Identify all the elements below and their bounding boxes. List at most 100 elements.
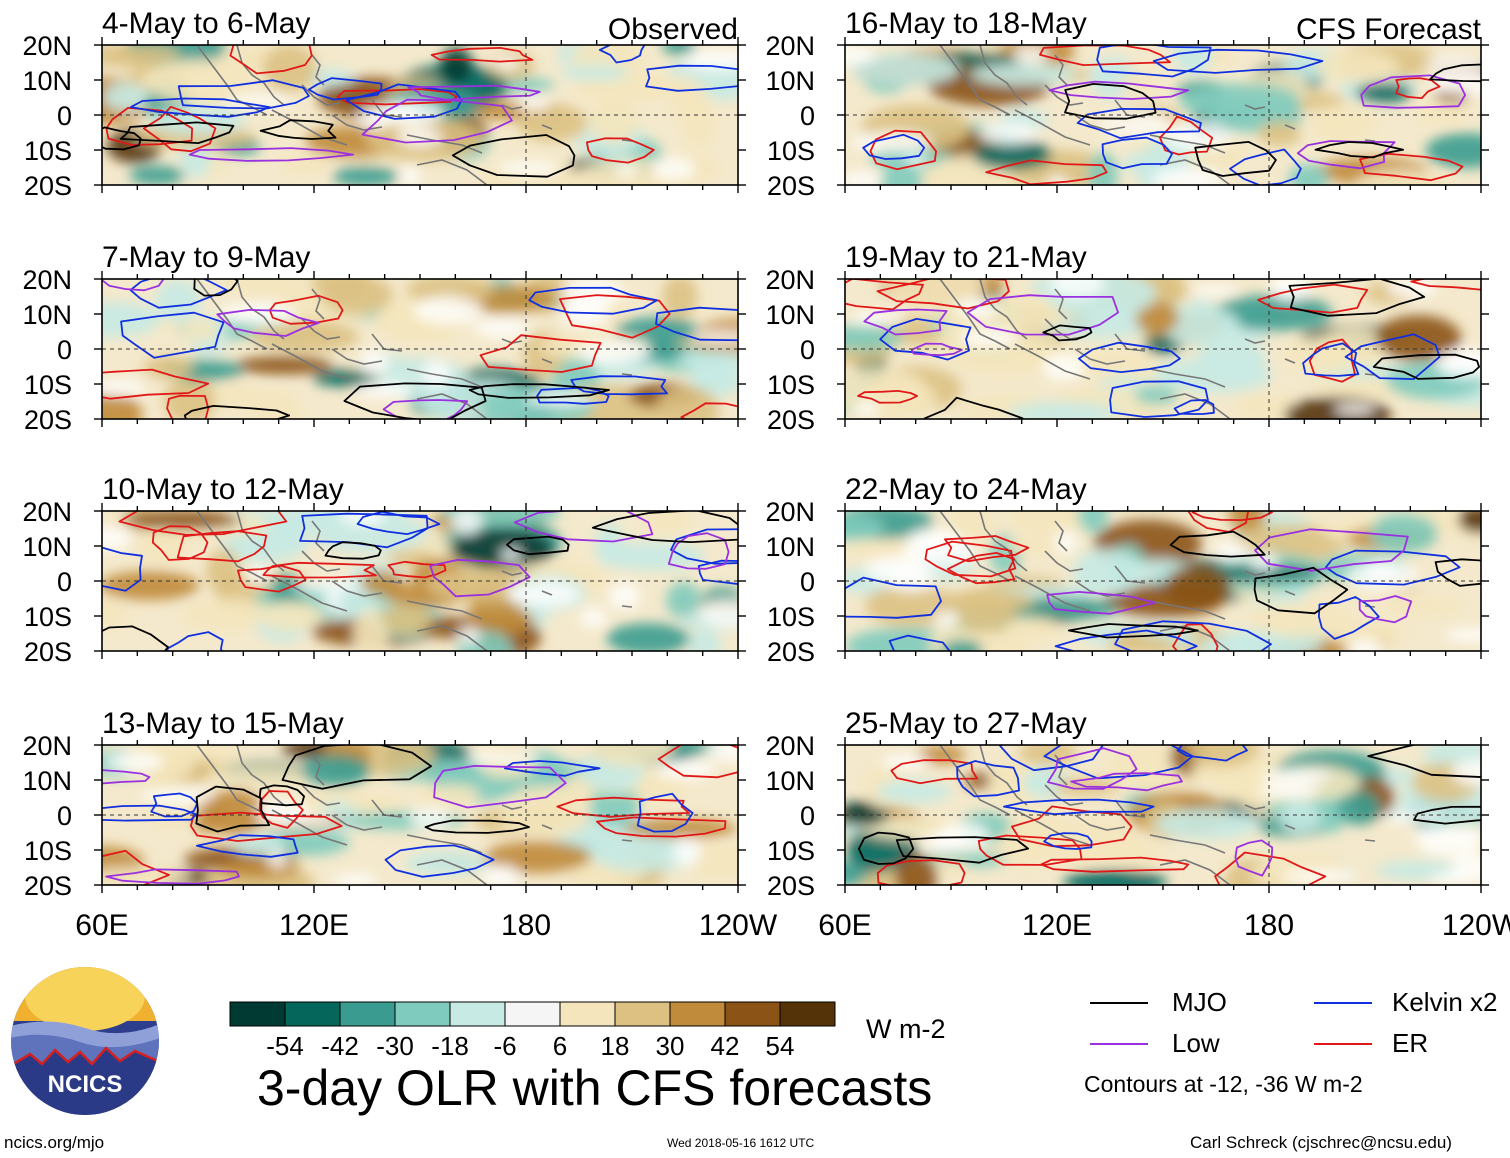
lat-label: 10N [765,766,815,796]
panel-period: 4-May to 6-May [102,7,310,40]
figure-title: 3-day OLR with CFS forecasts [257,1060,933,1116]
map-panel: 19-May to 21-May [837,241,1489,427]
lat-label: 0 [57,567,72,597]
lat-label: 10N [22,66,72,96]
panel-period: 13-May to 15-May [102,707,344,740]
lon-label: 120E [279,909,349,942]
colorbar-swatch [779,1001,836,1027]
colorbar-swatch [449,1001,506,1027]
lat-label: 20S [767,637,815,667]
legend-label-low: Low [1172,1028,1220,1058]
colorbar-swatch [669,1001,726,1027]
map-panel: 13-May to 15-May [94,707,746,893]
lat-label: 20N [765,497,815,527]
ncics-logo: NCICS [11,967,159,1115]
colorbar: -54 -42 -30 -18 -6 6 18 30 42 54 [229,1001,836,1061]
colorbar-tick-label: -6 [493,1031,516,1061]
coastline [196,45,633,185]
wave-contours [858,745,1481,885]
map-panel: 25-May to 27-May [837,707,1489,893]
lon-label: 180 [501,909,551,942]
lat-label: 0 [800,335,815,365]
lat-label: 10S [24,370,72,400]
coastline [196,511,633,651]
legend-line-er [1314,1043,1372,1045]
lat-label: 10S [767,370,815,400]
lat-label: 20N [765,31,815,61]
lat-label: 10S [767,602,815,632]
lon-label: 60E [75,909,128,942]
legend-line-mjo [1090,1002,1148,1004]
colorbar-tick-label: 54 [766,1031,795,1061]
panel-tag: Observed [608,13,738,46]
lon-label: 120E [1022,909,1092,942]
wave-contours [102,279,738,419]
lat-label: 20N [765,265,815,295]
lat-label: 10S [24,136,72,166]
lat-label: 20S [24,871,72,901]
lat-label: 20N [22,265,72,295]
panel-period: 16-May to 18-May [845,7,1087,40]
panel-period: 19-May to 21-May [845,241,1087,274]
lat-label: 0 [57,801,72,831]
panel-period: 25-May to 27-May [845,707,1087,740]
legend-line-kelvin [1314,1002,1372,1004]
lat-label: 10S [767,136,815,166]
colorbar-swatch [504,1001,561,1027]
colorbar-swatch [724,1001,781,1027]
lat-label: 20S [24,171,72,201]
map-panel: 22-May to 24-May [837,473,1489,659]
panel-tag: CFS Forecast [1296,13,1482,46]
lat-label: 10N [765,300,815,330]
lon-label: 120W [1442,909,1510,942]
legend-line-low [1090,1043,1148,1045]
colorbar-tick-label: 6 [553,1031,567,1061]
panel-period: 10-May to 12-May [102,473,344,506]
lat-label: 10N [22,766,72,796]
colorbar-units: W m-2 [866,1014,946,1044]
lat-label: 0 [800,801,815,831]
map-panel: 7-May to 9-May [94,241,746,427]
lat-label: 20N [22,31,72,61]
footer-timestamp: Wed 2018-05-16 1612 UTC [667,1136,815,1150]
lat-label: 10N [765,532,815,562]
colorbar-swatch [614,1001,671,1027]
olr-anomaly-field [102,45,738,185]
legend-label-mjo: MJO [1172,987,1227,1017]
lat-label: 10S [767,836,815,866]
lat-label: 20S [24,405,72,435]
lat-label: 10N [22,300,72,330]
footer-site: ncics.org/mjo [4,1133,105,1152]
wave-contours [845,279,1481,419]
lon-label: 180 [1244,909,1294,942]
map-panel: 10-May to 12-May [94,473,746,659]
colorbar-swatch [394,1001,451,1027]
olr-anomaly-field [102,745,738,885]
lat-label: 10S [24,836,72,866]
colorbar-swatch [284,1001,341,1027]
lon-label: 60E [818,909,871,942]
coastline [939,279,1376,419]
lat-label: 20S [767,871,815,901]
wave-contours [102,45,738,178]
footer-author: Carl Schreck (cjschrec@ncsu.edu) [1190,1133,1452,1152]
colorbar-tick-label: 42 [711,1031,740,1061]
lon-label: 120W [699,909,778,942]
colorbar-tick-label: 18 [601,1031,630,1061]
wave-contours [102,511,738,651]
map-panel: 16-May to 18-May CFS Forecast [837,7,1489,193]
lat-label: 0 [800,567,815,597]
colorbar-tick-label: -54 [266,1031,304,1061]
lat-label: 20S [767,405,815,435]
colorbar-tick-label: -42 [321,1031,359,1061]
panel-period: 22-May to 24-May [845,473,1087,506]
logo-text: NCICS [48,1071,123,1098]
lat-label: 20S [24,637,72,667]
lat-label: 10S [24,602,72,632]
contour-note: Contours at -12, -36 W m-2 [1084,1071,1363,1097]
colorbar-tick-label: -18 [431,1031,469,1061]
legend-label-kelvin: Kelvin x2 [1392,987,1498,1017]
colorbar-tick-label: -30 [376,1031,414,1061]
wave-contours [102,745,738,885]
